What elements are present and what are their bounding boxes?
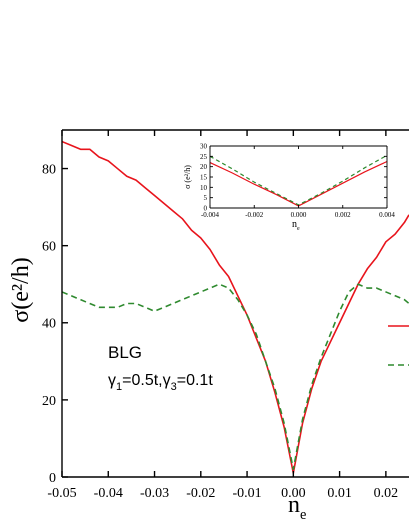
inset-x-tick-label: -0.002 — [245, 211, 264, 219]
inset-y-tick-label: 0 — [204, 204, 208, 212]
inset-y-tick-label: 15 — [200, 173, 208, 181]
y-tick-label: 0 — [49, 471, 56, 486]
series-solid-line — [61, 140, 409, 474]
inset-background — [210, 146, 387, 208]
annotation: BLG γ1=0.5t,γ3=0.1t — [108, 343, 213, 393]
y-tick-label: 60 — [42, 240, 56, 255]
x-tick-label: 0.01 — [327, 486, 352, 501]
y-tick-label: 80 — [42, 162, 56, 177]
x-axis-label: ne — [288, 492, 306, 523]
inset-x-axis-label: ne — [292, 219, 300, 232]
legend — [388, 325, 409, 366]
x-tick-label: -0.04 — [94, 486, 123, 501]
inset-y-tick-label: 20 — [200, 163, 208, 171]
x-tick-label: -0.05 — [47, 486, 76, 501]
inset-y-tick-label: 10 — [200, 184, 208, 192]
annotation-line-2: γ1=0.5t,γ3=0.1t — [108, 372, 213, 393]
inset-x-tick-label: 0.002 — [335, 211, 351, 219]
x-tick-label: 0.00 — [281, 486, 306, 501]
inset-y-tick-label: 5 — [204, 194, 208, 202]
inset-plot: -0.004 -0.002 0.000 0.002 0.004 0 5 10 15 20 25 30 n… — [183, 142, 395, 232]
x-tick-label: -0.02 — [186, 486, 215, 501]
inset-series-dashed-line — [209, 154, 388, 206]
y-axis-label: σ(e²/h) — [8, 257, 34, 322]
inset-y-tick-label: 30 — [200, 142, 208, 150]
annotation-line-1: BLG — [108, 343, 142, 362]
x-tick-label: -0.01 — [232, 486, 261, 501]
inset-y-tick-label: 25 — [200, 153, 208, 161]
series-dashed-line — [61, 283, 409, 471]
x-tick-label: -0.03 — [140, 486, 169, 501]
inset-x-tick-label: 0.004 — [379, 211, 395, 219]
main-plot: -0.05 -0.04 -0.03 -0.02 -0.01 0.00 0.01 0.02 0 20… — [8, 129, 409, 523]
x-tick-label: 0.02 — [374, 486, 399, 501]
y-tick-label: 20 — [42, 394, 56, 409]
inset-y-axis-label: σ (e²/h) — [183, 165, 192, 189]
y-tick-label: 40 — [42, 317, 56, 332]
inset-x-tick-label: -0.004 — [201, 211, 220, 219]
inset-x-tick-label: 0.000 — [291, 211, 307, 219]
